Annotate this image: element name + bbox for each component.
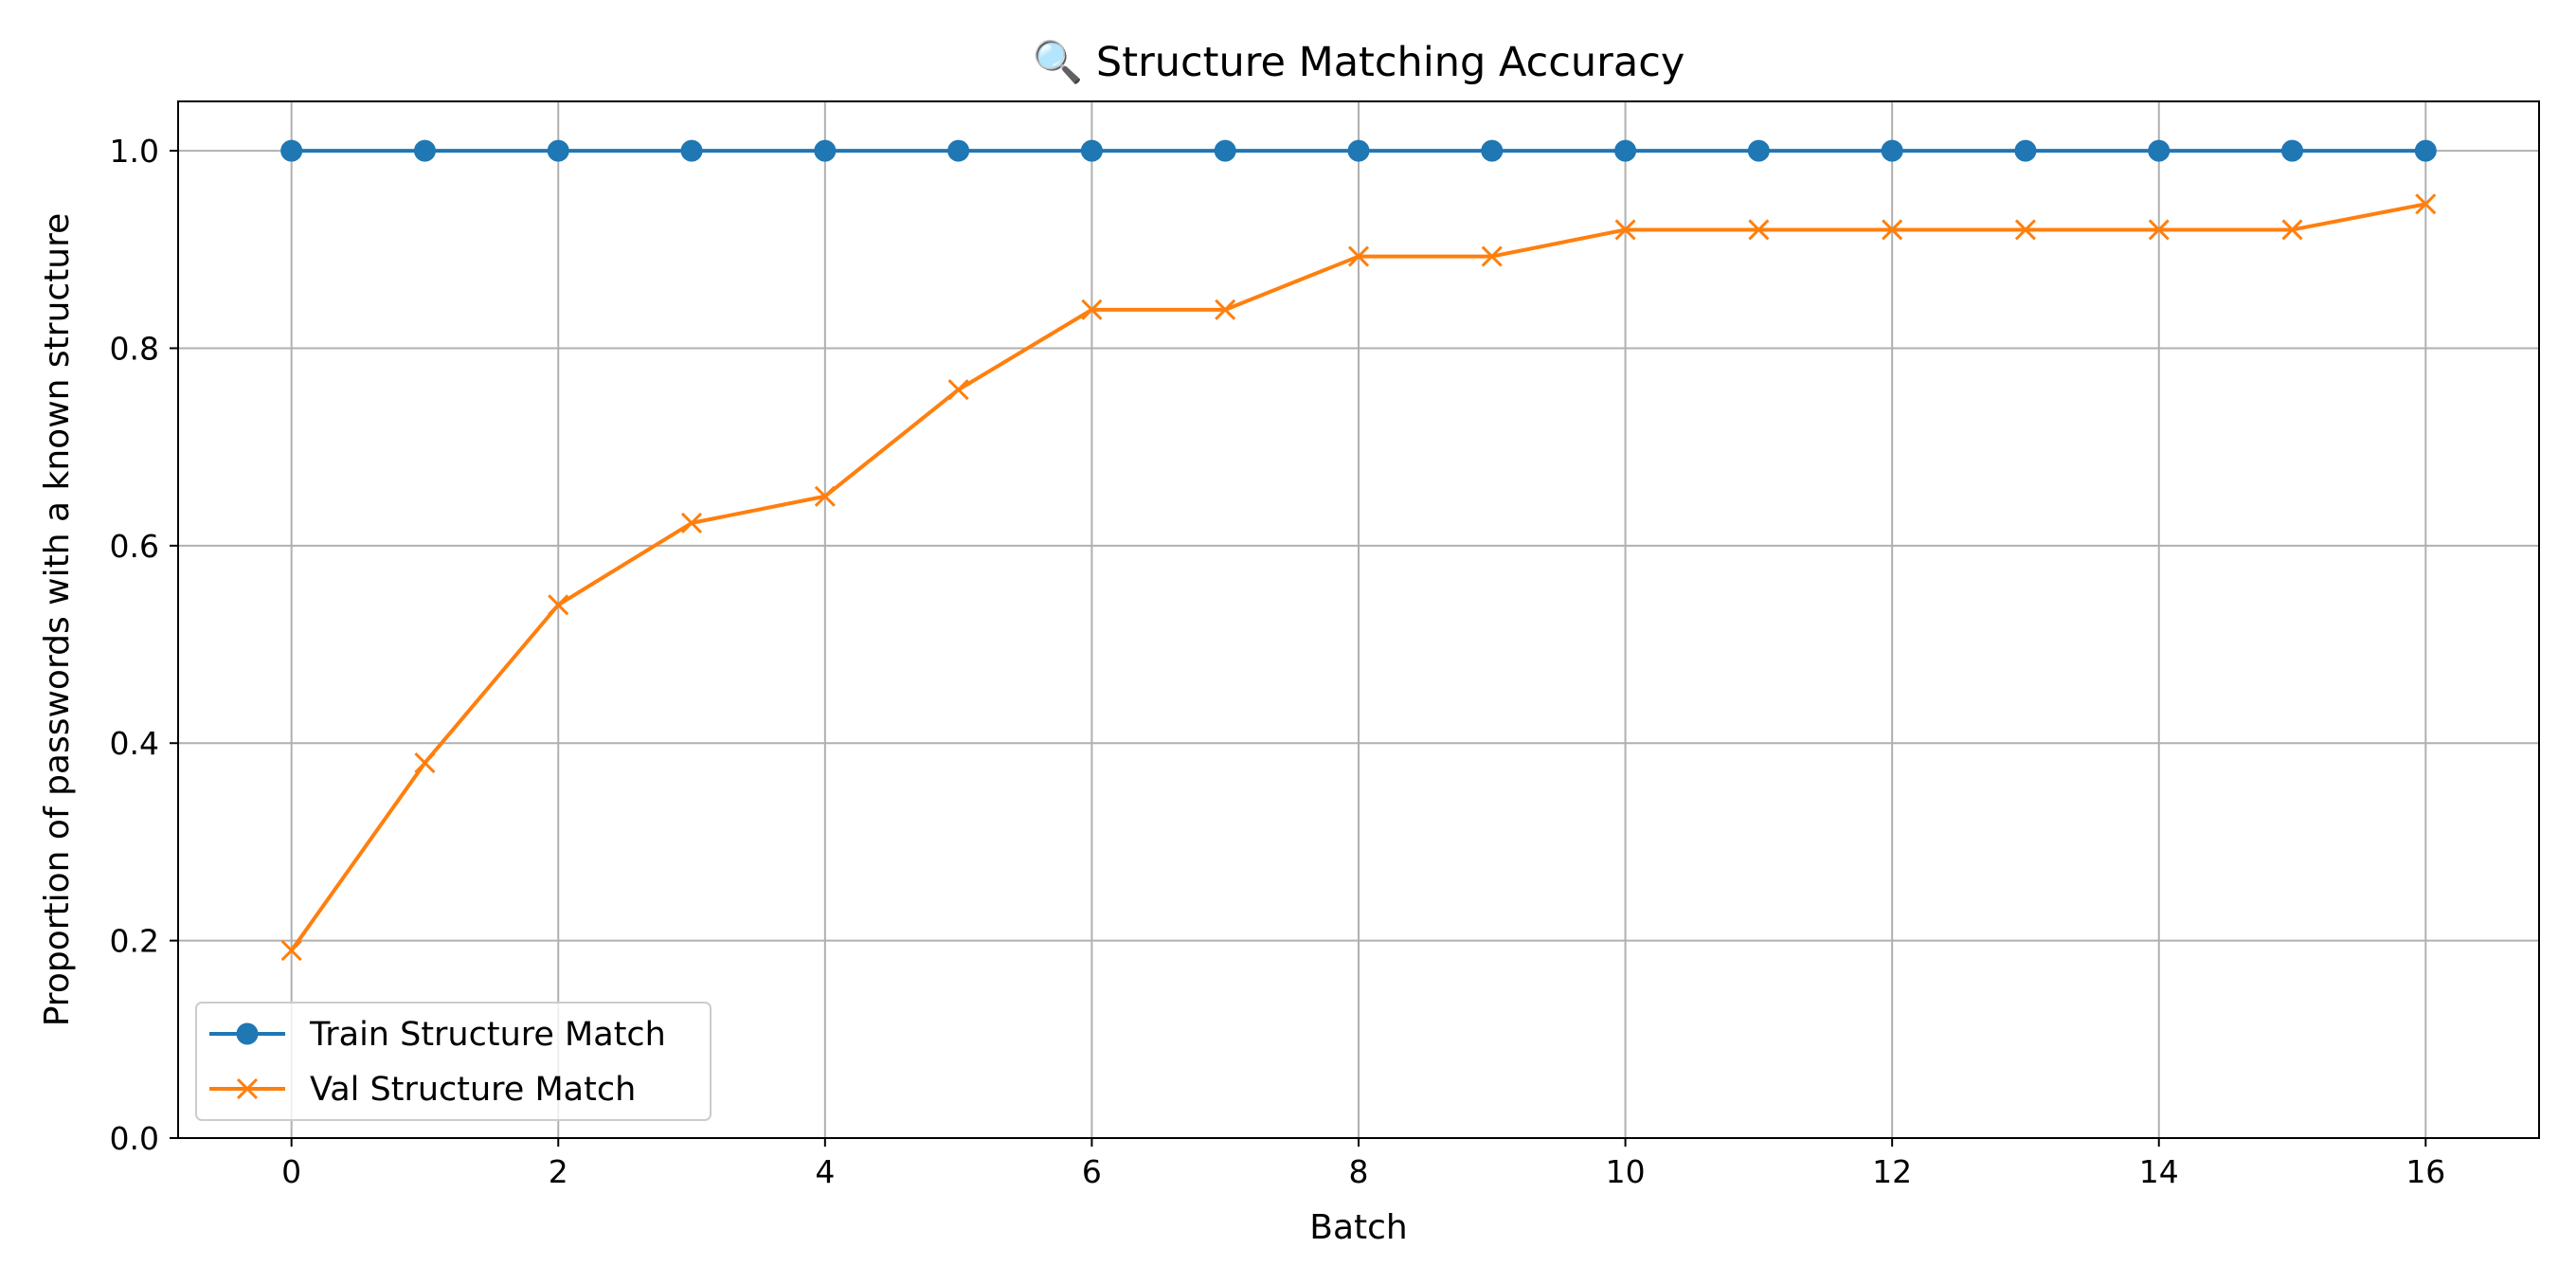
x-marker-stroke xyxy=(2148,219,2170,241)
data-point-val-structure-match xyxy=(2014,219,2037,241)
legend-swatch-marker xyxy=(236,1022,259,1045)
x-marker-stroke xyxy=(2281,219,2303,241)
y-tick-label: 0.8 xyxy=(110,330,159,367)
series-val-structure-match xyxy=(280,193,2437,962)
data-point-train-structure-match xyxy=(1214,139,1236,162)
data-point-train-structure-match xyxy=(2014,139,2037,162)
data-point-val-structure-match xyxy=(2281,219,2303,241)
data-point-train-structure-match xyxy=(2148,139,2171,162)
x-tick-label: 4 xyxy=(815,1153,835,1190)
data-point-val-structure-match xyxy=(1748,219,1770,241)
x-tick-label: 2 xyxy=(549,1153,568,1190)
x-marker-stroke xyxy=(548,594,569,616)
x-tick-label: 6 xyxy=(1082,1153,1102,1190)
x-marker-stroke xyxy=(1347,245,1370,267)
data-point-val-structure-match xyxy=(1215,298,1236,320)
y-tick-label: 1.0 xyxy=(110,133,159,170)
y-tick-label: 0.0 xyxy=(110,1120,159,1157)
legend-entries: Train Structure Match Val Structure Match xyxy=(209,1016,666,1109)
data-point-val-structure-match xyxy=(2415,193,2437,215)
x-marker-stroke xyxy=(1882,219,1903,241)
x-marker-stroke xyxy=(814,485,836,507)
data-point-val-structure-match xyxy=(548,594,569,616)
y-tick-label: 0.2 xyxy=(110,923,159,960)
data-point-train-structure-match xyxy=(1481,139,1504,162)
data-point-val-structure-match xyxy=(414,752,436,774)
data-point-train-structure-match xyxy=(1080,139,1103,162)
legend-box xyxy=(195,1002,712,1121)
series-layer xyxy=(280,139,2437,962)
data-point-train-structure-match xyxy=(1347,139,1370,162)
legend-entry-val-structure-match: Val Structure Match xyxy=(209,1071,636,1109)
data-point-val-structure-match xyxy=(1481,245,1503,267)
x-marker-stroke xyxy=(236,1077,259,1100)
x-tick-label: 16 xyxy=(2405,1153,2445,1190)
data-point-val-structure-match xyxy=(1614,219,1636,241)
x-tick-label: 14 xyxy=(2139,1153,2179,1190)
legend: Train Structure Match Val Structure Match xyxy=(195,1002,712,1121)
x-tick-label: 10 xyxy=(1606,1153,1646,1190)
data-point-train-structure-match xyxy=(2281,139,2304,162)
x-axis-label: Batch xyxy=(1309,1208,1407,1247)
data-point-train-structure-match xyxy=(2414,139,2437,162)
data-point-train-structure-match xyxy=(947,139,970,162)
data-point-val-structure-match xyxy=(280,939,302,962)
x-tick-label: 0 xyxy=(281,1153,301,1190)
x-marker-stroke xyxy=(680,512,703,533)
y-tick-label: 0.6 xyxy=(110,528,159,565)
series-train-structure-match xyxy=(280,139,2437,162)
y-axis-label: Proportion of passwords with a known str… xyxy=(38,213,77,1027)
y-tick-label: 0.4 xyxy=(110,725,159,762)
x-marker-stroke xyxy=(947,379,969,401)
data-point-val-structure-match xyxy=(1081,298,1103,320)
x-marker-stroke xyxy=(1081,298,1103,320)
data-point-val-structure-match xyxy=(814,485,836,507)
data-point-train-structure-match xyxy=(413,139,436,162)
x-marker-stroke xyxy=(414,752,436,774)
legend-entry-train-structure-match: Train Structure Match xyxy=(209,1016,666,1054)
chart-title: 🔍 Structure Matching Accuracy xyxy=(1033,36,1685,86)
x-tick-label: 12 xyxy=(1872,1153,1912,1190)
x-tick-label: 8 xyxy=(1349,1153,1369,1190)
legend-label: Val Structure Match xyxy=(310,1071,636,1109)
data-point-val-structure-match xyxy=(1882,219,1903,241)
data-point-train-structure-match xyxy=(547,139,569,162)
x-marker-stroke xyxy=(2415,193,2437,215)
data-point-train-structure-match xyxy=(1747,139,1770,162)
x-marker-stroke xyxy=(2014,219,2037,241)
axis-ticks: 0 2 4 6 8 10 12 14 16 0.0 0.2 0.4 0.6 0.8 1.0 xyxy=(110,133,2446,1190)
data-point-train-structure-match xyxy=(814,139,837,162)
x-marker-stroke xyxy=(1215,298,1236,320)
data-point-train-structure-match xyxy=(680,139,703,162)
data-point-val-structure-match xyxy=(2148,219,2170,241)
x-marker-stroke xyxy=(1748,219,1770,241)
data-point-train-structure-match xyxy=(1614,139,1637,162)
data-point-val-structure-match xyxy=(947,379,969,401)
data-point-train-structure-match xyxy=(280,139,303,162)
data-point-train-structure-match xyxy=(1881,139,1903,162)
data-point-val-structure-match xyxy=(680,512,703,533)
x-marker-stroke xyxy=(1481,245,1503,267)
legend-swatch-marker xyxy=(236,1077,259,1100)
x-marker-stroke xyxy=(1614,219,1636,241)
x-marker-stroke xyxy=(280,939,302,962)
legend-label: Train Structure Match xyxy=(309,1016,666,1054)
data-point-val-structure-match xyxy=(1347,245,1370,267)
